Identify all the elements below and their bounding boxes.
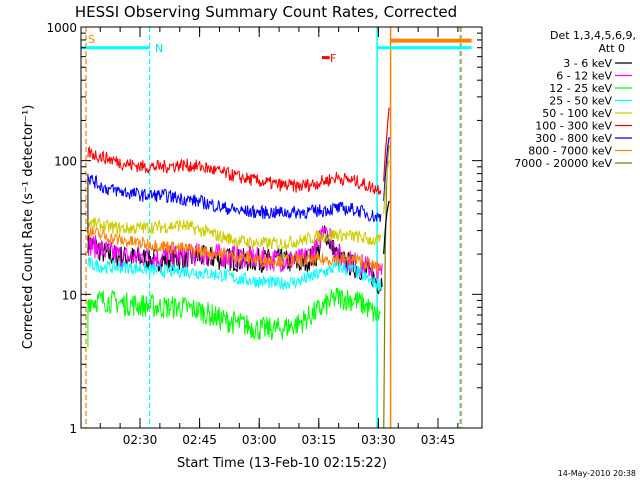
series-line-3 (87, 287, 382, 341)
legend-label-5: 50 - 100 keV (542, 107, 612, 120)
x-tick-label-4: 03:15 (302, 433, 337, 447)
legend-label-2: 6 - 12 keV (556, 70, 612, 83)
legend-label-8: 800 - 7000 keV (528, 145, 612, 158)
chart-title: HESSI Observing Summary Count Rates, Cor… (75, 3, 457, 21)
x-tick-label-3: 03:00 (242, 433, 277, 447)
saa-n-label: N (155, 42, 163, 55)
rise-line-4 (383, 160, 390, 214)
x-tick-label-6: 03:45 (421, 433, 456, 447)
series-line-8 (87, 226, 382, 272)
y-tick-label-4: 1000 (46, 21, 77, 35)
series-line-4 (87, 256, 382, 292)
legend-label-3: 12 - 25 keV (549, 82, 612, 95)
x-tick-label-1: 02:30 (123, 433, 158, 447)
axis-ticks: 1 10 100 1000 02:30 02:45 03:00 03:15 03:30 03:45 (46, 21, 482, 447)
legend-header-detectors: Det 1,3,4,5,6,9, (550, 29, 636, 42)
event-layer (81, 27, 472, 428)
series-line-5 (87, 216, 382, 250)
series-line-6 (87, 145, 382, 195)
x-tick-label-5: 03:30 (361, 433, 396, 447)
y-tick-label-3: 100 (54, 155, 77, 169)
flare-f-label: F (330, 52, 336, 65)
y-axis-label: Corrected Count Rate (s⁻¹ detector⁻¹) (21, 105, 36, 350)
legend-label-1: 3 - 6 keV (563, 57, 612, 70)
series-line-2 (87, 225, 383, 286)
x-tick-label-2: 02:45 (182, 433, 217, 447)
legend-label-4: 25 - 50 keV (549, 95, 612, 108)
plot-frame (80, 26, 483, 429)
rise-line-6 (383, 200, 390, 255)
rise-line-3 (383, 145, 390, 428)
y-tick-label-1: 1 (69, 422, 77, 436)
legend-header-attenuator: Att 0 (599, 42, 625, 55)
y-tick-label-2: 10 (62, 288, 77, 302)
rise-line-1 (383, 107, 390, 182)
legend-label-6: 100 - 300 keV (535, 120, 612, 133)
timestamp: 14-May-2010 20:38 (558, 469, 636, 478)
legend-label-9: 7000 - 20000 keV (514, 157, 612, 170)
legend-label-7: 300 - 800 keV (535, 132, 612, 145)
series-line-7 (87, 174, 382, 223)
series-layer (87, 107, 390, 428)
x-axis-label: Start Time (13-Feb-10 02:15:22) (177, 456, 387, 471)
attenuator-s-label: S (88, 33, 95, 46)
rise-line-2 (383, 137, 390, 201)
